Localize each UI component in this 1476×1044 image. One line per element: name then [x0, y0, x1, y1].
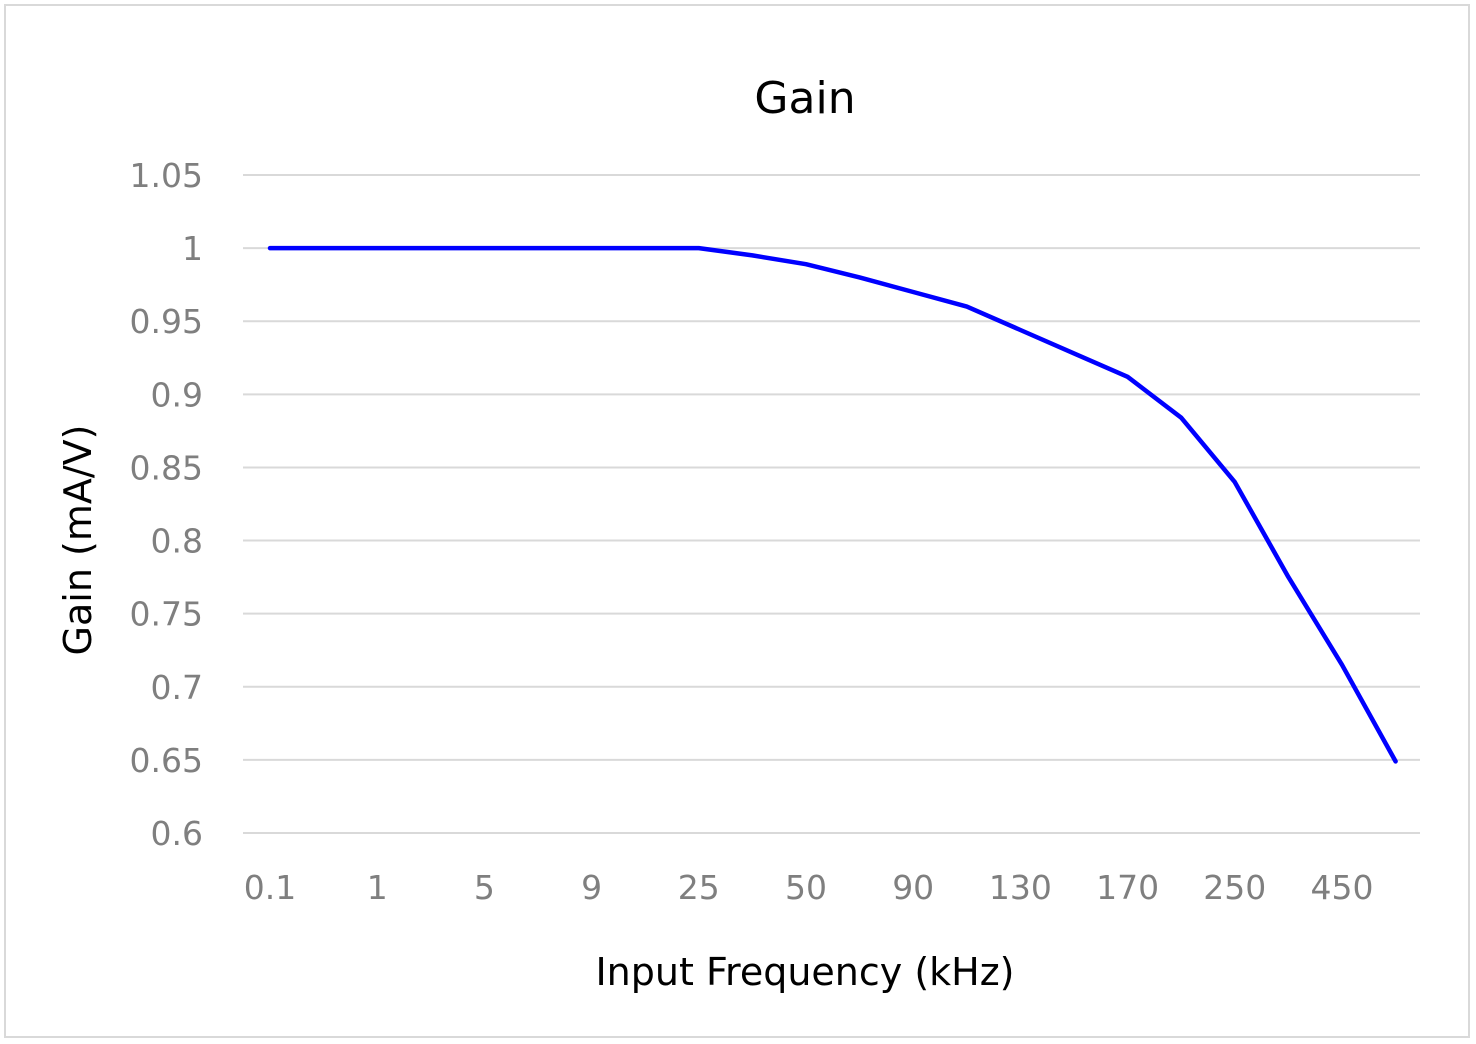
x-tick-label: 450	[1311, 868, 1374, 907]
x-axis-ticks: 0.1 1 5 9 25 50 90 130 170 250 450	[244, 868, 1374, 907]
x-tick-label: 50	[785, 868, 827, 907]
x-tick-label: 25	[678, 868, 720, 907]
y-axis-title: Gain (mA/V)	[56, 425, 100, 656]
chart-frame	[4, 4, 1470, 1038]
y-tick-label: 0.6	[151, 814, 203, 853]
y-tick-label: 0.65	[130, 741, 203, 780]
gridlines	[243, 174, 1420, 761]
series-group	[267, 245, 1398, 764]
y-tick-label: 0.95	[130, 302, 203, 341]
y-tick-label: 0.7	[151, 668, 203, 707]
y-tick-label: 1.05	[130, 156, 203, 195]
chart-title: Gain	[754, 73, 855, 124]
y-tick-label: 1	[182, 229, 203, 268]
y-tick-label: 0.75	[130, 595, 203, 634]
x-tick-label: 0.1	[244, 868, 296, 907]
x-tick-label: 1	[367, 868, 388, 907]
x-axis-title: Input Frequency (kHz)	[595, 950, 1014, 994]
x-tick-label: 5	[474, 868, 495, 907]
y-axis-ticks: 0.6 0.65 0.7 0.75 0.8 0.85 0.9 0.95 1 1.05	[130, 156, 203, 853]
x-tick-label: 90	[892, 868, 934, 907]
x-tick-label: 250	[1203, 868, 1266, 907]
x-tick-label: 9	[581, 868, 602, 907]
x-tick-label: 170	[1096, 868, 1159, 907]
y-tick-label: 0.85	[130, 448, 203, 487]
y-tick-label: 0.8	[151, 522, 203, 561]
y-tick-label: 0.9	[151, 375, 203, 414]
series-line	[267, 245, 1398, 764]
x-tick-label: 130	[989, 868, 1052, 907]
